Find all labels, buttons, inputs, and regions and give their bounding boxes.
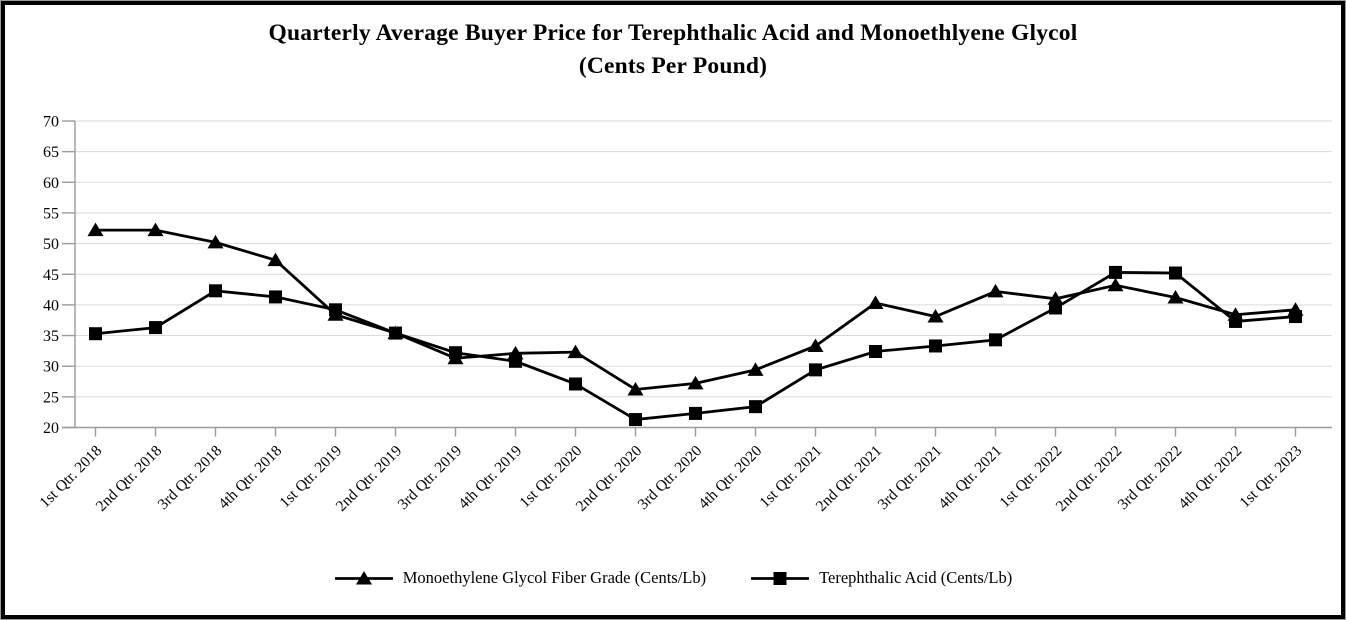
x-tick-label: 4th Qtr. 2018	[215, 442, 285, 512]
chart-title-line2: (Cents Per Pound)	[578, 53, 768, 79]
data-point-marker	[987, 283, 1004, 298]
data-point-marker	[569, 377, 582, 391]
data-point-marker	[807, 338, 824, 352]
data-point-marker	[269, 290, 282, 304]
data-point-marker	[1229, 314, 1242, 328]
data-point-marker	[147, 222, 164, 237]
data-point-marker	[209, 284, 222, 298]
data-point-marker	[1109, 265, 1122, 279]
data-point-marker	[809, 363, 822, 377]
legend-marker	[355, 570, 372, 584]
data-point-marker	[929, 339, 942, 353]
data-point-marker	[329, 303, 342, 317]
data-point-marker	[89, 327, 102, 341]
data-point-marker	[267, 252, 284, 267]
y-tick-label: 60	[43, 175, 59, 192]
data-point-marker	[1047, 291, 1064, 305]
legend-label-terephthalic-acid: Terephthalic Acid (Cents/Lb)	[819, 568, 1013, 587]
series-terephthalic-acid	[89, 265, 1302, 427]
x-tick-label: 4th Qtr. 2022	[1175, 442, 1245, 512]
legend-marker	[773, 571, 787, 585]
data-point-marker	[1289, 310, 1302, 324]
data-point-marker	[1167, 290, 1184, 304]
data-point-marker	[567, 344, 584, 359]
data-point-marker	[867, 295, 884, 310]
data-point-marker	[749, 400, 762, 414]
y-tick-label: 65	[43, 144, 59, 161]
y-tick-label: 35	[43, 328, 59, 345]
x-tick-label: 3rd Qtr. 2021	[875, 442, 946, 513]
y-tick-label: 30	[43, 359, 59, 376]
data-point-marker	[687, 375, 704, 390]
x-tick-label: 3rd Qtr. 2022	[1115, 442, 1186, 513]
data-point-marker	[689, 406, 702, 420]
data-point-marker	[509, 354, 522, 368]
x-tick-label: 1st Qtr. 2023	[1236, 442, 1305, 511]
x-tick-label: 3rd Qtr. 2020	[635, 442, 706, 513]
y-tick-label: 70	[43, 114, 59, 131]
x-tick-label: 3rd Qtr. 2019	[395, 442, 466, 513]
data-point-marker	[869, 344, 882, 358]
chart-title-line1: Quarterly Average Buyer Price for Tereph…	[268, 20, 1078, 46]
x-tick-label: 4th Qtr. 2021	[935, 442, 1005, 512]
data-point-marker	[207, 234, 224, 249]
data-point-marker	[627, 381, 644, 396]
data-point-marker	[449, 346, 462, 360]
square-marker-icon	[751, 571, 810, 585]
x-tick-label: 4th Qtr. 2020	[695, 442, 765, 512]
chart-title: Quarterly Average Buyer Price for Tereph…	[5, 17, 1341, 83]
legend-item-terephthalic-acid: Terephthalic Acid (Cents/Lb)	[750, 568, 1012, 588]
x-tick-label: 3rd Qtr. 2018	[155, 442, 226, 513]
x-tick-label: 4th Qtr. 2019	[455, 442, 525, 512]
data-point-marker	[389, 326, 402, 340]
legend: Monoethylene Glycol Fiber Grade (Cents/L…	[5, 568, 1341, 588]
data-point-marker	[1169, 266, 1182, 280]
y-tick-label: 55	[43, 205, 59, 222]
y-tick-label: 20	[43, 420, 59, 437]
y-tick-label: 45	[43, 267, 59, 284]
data-point-marker	[149, 321, 162, 335]
data-point-marker	[629, 413, 642, 427]
data-point-marker	[1107, 277, 1124, 292]
y-tick-label: 40	[43, 297, 59, 314]
legend-label-monoethylene-glycol: Monoethylene Glycol Fiber Grade (Cents/L…	[402, 568, 707, 587]
data-point-marker	[989, 333, 1002, 347]
data-point-marker	[87, 222, 104, 237]
data-point-marker	[927, 309, 944, 323]
y-tick-label: 50	[43, 236, 59, 253]
triangle-marker-icon	[334, 570, 393, 584]
data-point-marker	[1049, 301, 1062, 315]
legend-item-monoethylene-glycol: Monoethylene Glycol Fiber Grade (Cents/L…	[334, 568, 706, 588]
y-tick-label: 25	[43, 389, 59, 406]
data-point-marker	[747, 362, 764, 376]
series-monoethylene-glycol	[87, 222, 1304, 396]
